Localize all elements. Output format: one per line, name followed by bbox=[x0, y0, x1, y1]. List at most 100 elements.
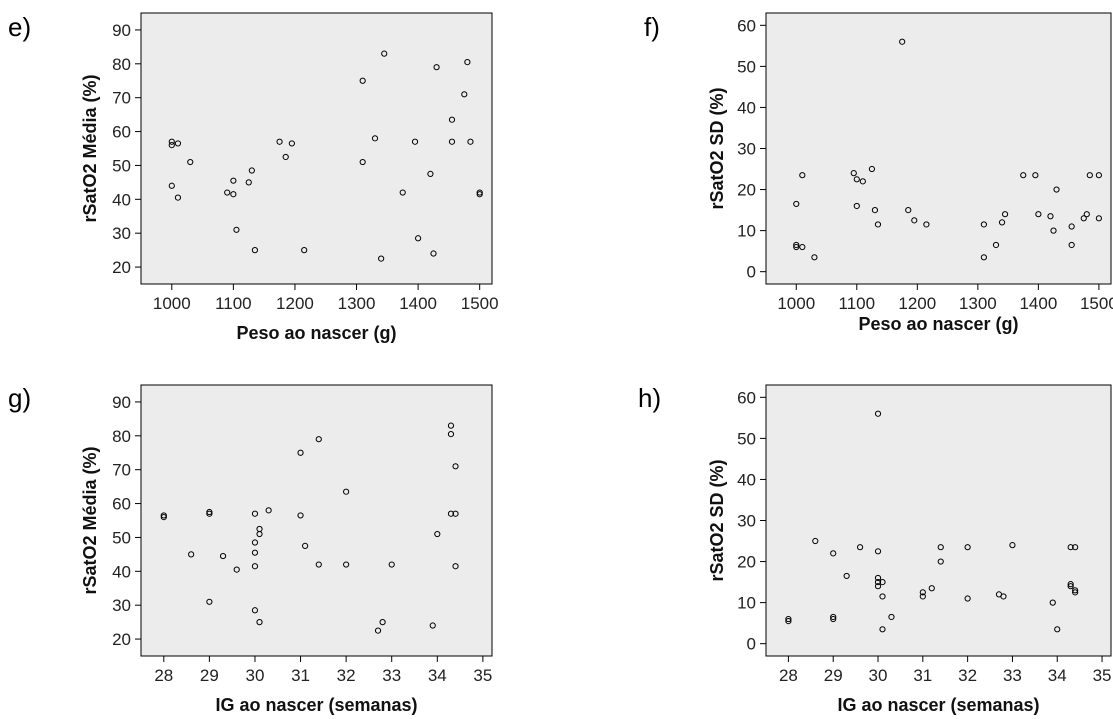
data-point bbox=[276, 138, 283, 145]
data-point bbox=[464, 59, 471, 66]
data-point bbox=[871, 206, 879, 214]
x-axis-label: IG ao nascer (semanas) bbox=[215, 695, 417, 715]
chart-panel-e: e) 20 30 40 50 60 70 80 90 1000 1100 1200 1300 1400 15… bbox=[8, 12, 499, 343]
y-tick-label: 30 bbox=[112, 224, 131, 243]
data-point bbox=[248, 167, 255, 174]
data-point bbox=[219, 552, 227, 560]
data-point bbox=[1001, 211, 1009, 218]
y-tick-label: 20 bbox=[737, 553, 756, 572]
data-point bbox=[251, 607, 259, 614]
data-point bbox=[905, 206, 912, 214]
data-point bbox=[850, 170, 857, 177]
plot-area bbox=[140, 12, 493, 285]
data-point bbox=[448, 138, 456, 145]
x-tick-label: 1100 bbox=[215, 294, 252, 313]
y-tick-label: 70 bbox=[112, 461, 131, 480]
data-point bbox=[1035, 211, 1042, 218]
data-point bbox=[233, 566, 240, 573]
data-point bbox=[793, 241, 800, 249]
data-point bbox=[843, 572, 850, 580]
data-point bbox=[1067, 581, 1074, 588]
x-tick-label: 1000 bbox=[153, 294, 191, 313]
y-tick-label: 20 bbox=[112, 258, 131, 277]
x-tick-label: 1400 bbox=[1019, 294, 1057, 313]
data-point bbox=[874, 574, 882, 582]
data-point bbox=[919, 589, 926, 596]
data-point bbox=[923, 221, 930, 228]
data-point bbox=[1054, 626, 1061, 633]
data-point bbox=[1086, 172, 1093, 179]
data-point bbox=[793, 243, 800, 251]
panel-letter: h) bbox=[638, 383, 661, 413]
y-tick-label: 30 bbox=[737, 140, 756, 159]
x-tick-label: 33 bbox=[1003, 666, 1022, 685]
x-tick-label: 32 bbox=[958, 666, 977, 685]
data-point bbox=[1095, 172, 1102, 179]
x-tick-label: 28 bbox=[779, 666, 798, 685]
data-point bbox=[168, 138, 175, 145]
plot-area bbox=[140, 384, 493, 657]
x-tick-label: 1000 bbox=[777, 294, 815, 313]
x-tick-label: 1300 bbox=[338, 294, 376, 313]
x-tick-label: 1100 bbox=[839, 294, 876, 313]
data-point bbox=[992, 241, 1000, 249]
data-point bbox=[168, 142, 175, 149]
y-tick-label: 40 bbox=[737, 98, 756, 117]
data-point bbox=[799, 243, 806, 251]
x-tick-label: 32 bbox=[337, 666, 356, 685]
data-point bbox=[343, 488, 350, 495]
y-tick-label: 50 bbox=[112, 528, 131, 547]
plot-area bbox=[765, 384, 1112, 657]
data-point bbox=[188, 551, 195, 558]
data-point bbox=[980, 221, 987, 228]
data-point bbox=[1020, 172, 1027, 179]
x-tick-label: 30 bbox=[869, 666, 888, 685]
data-point bbox=[879, 626, 886, 633]
data-point bbox=[467, 138, 474, 145]
data-point bbox=[251, 247, 259, 254]
y-tick-label: 30 bbox=[737, 512, 756, 531]
x-tick-label: 1500 bbox=[461, 294, 499, 313]
data-point bbox=[874, 583, 882, 590]
data-point bbox=[452, 563, 459, 570]
data-point bbox=[853, 202, 860, 210]
y-tick-label: 80 bbox=[112, 55, 131, 74]
data-point bbox=[812, 537, 819, 545]
data-point bbox=[811, 254, 818, 261]
y-axis-label: rSatO2 Média (%) bbox=[80, 446, 100, 594]
data-point bbox=[937, 544, 944, 551]
data-point bbox=[378, 255, 385, 262]
data-point bbox=[1067, 544, 1074, 551]
data-point bbox=[224, 189, 231, 196]
data-point bbox=[427, 170, 434, 178]
y-axis-label: rSatO2 SD (%) bbox=[707, 459, 727, 581]
data-point bbox=[381, 50, 388, 57]
x-tick-label: 30 bbox=[246, 666, 265, 685]
data-point bbox=[830, 615, 837, 623]
data-point bbox=[830, 550, 837, 557]
x-tick-label: 35 bbox=[473, 666, 492, 685]
chart-panel-f: f) 0 10 20 30 40 50 60 1000 1100 1200 1300 1400 1500 P… bbox=[644, 12, 1113, 334]
data-point bbox=[206, 508, 213, 516]
data-point bbox=[429, 622, 436, 629]
data-point bbox=[964, 544, 971, 551]
data-point bbox=[874, 410, 882, 417]
y-tick-label: 10 bbox=[737, 594, 756, 613]
data-point bbox=[230, 191, 237, 198]
data-point bbox=[374, 627, 382, 634]
data-point bbox=[430, 250, 437, 257]
data-point bbox=[888, 613, 895, 621]
data-point bbox=[379, 619, 386, 626]
y-tick-label: 80 bbox=[112, 427, 131, 446]
data-point bbox=[1000, 593, 1007, 600]
panel-letter: e) bbox=[8, 12, 31, 42]
data-point bbox=[233, 226, 240, 233]
chart-panel-g: g) 20 30 40 50 60 70 80 90 28 29 30 31 32 33 34 35 IG ao … bbox=[8, 383, 493, 715]
data-point bbox=[447, 431, 455, 438]
data-point bbox=[911, 217, 918, 224]
data-point bbox=[998, 219, 1006, 226]
data-point bbox=[799, 172, 806, 179]
data-point bbox=[1067, 583, 1074, 590]
data-point bbox=[359, 77, 366, 84]
